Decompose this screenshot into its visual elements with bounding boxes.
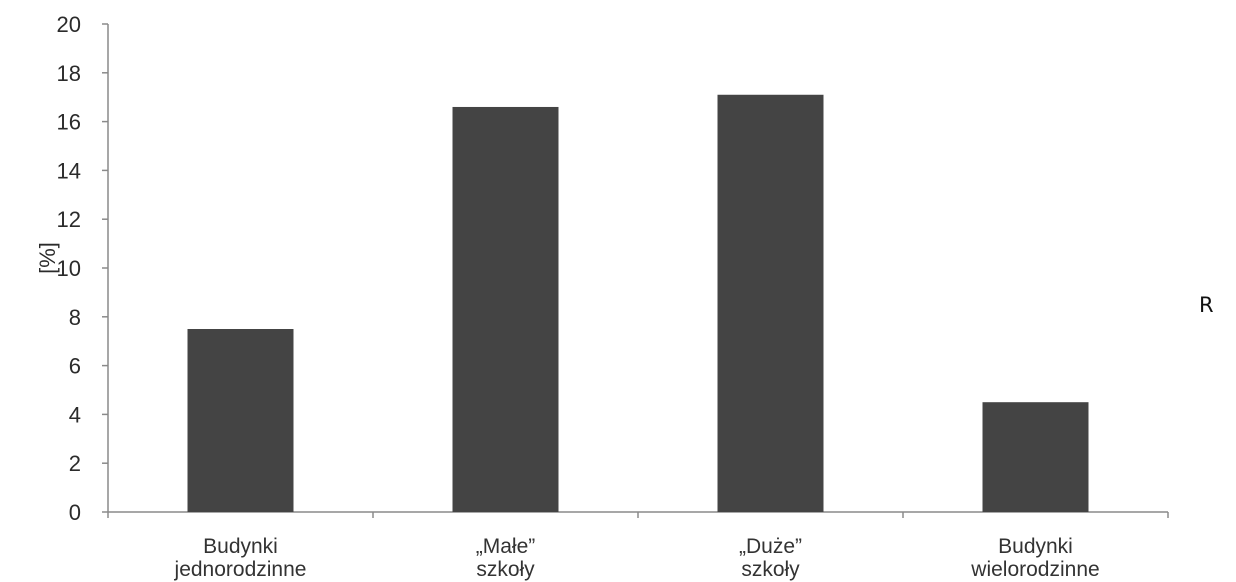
category-label: Budynki jednorodzinne <box>174 535 307 581</box>
bar <box>717 94 824 512</box>
y-tick-label: 4 <box>69 402 81 427</box>
y-tick-label: 8 <box>69 305 81 330</box>
y-tick-label: 0 <box>69 500 81 525</box>
category-label-line: Budynki <box>998 535 1073 558</box>
category-label: Budynki wielorodzinne <box>970 535 1099 581</box>
y-tick-label: 2 <box>69 451 81 476</box>
y-tick-label: 12 <box>57 207 81 232</box>
bar <box>187 329 294 512</box>
category-label-line: jednorodzinne <box>174 558 307 581</box>
category-label-line: Budynki <box>203 535 278 558</box>
category-label-line: „Małe” <box>476 535 536 558</box>
y-tick-label: 10 <box>57 256 81 281</box>
category-label-line: szkoły <box>476 558 535 581</box>
category-label: „Małe” szkoły <box>476 535 536 581</box>
y-tick-label: 16 <box>57 110 81 135</box>
y-tick-label: 20 <box>57 12 81 37</box>
category-label: „Duże” szkoły <box>739 535 802 581</box>
bars <box>187 94 1089 513</box>
category-label-line: szkoły <box>741 558 800 581</box>
y-tick-label: 18 <box>57 61 81 86</box>
category-label-line: wielorodzinne <box>970 558 1099 581</box>
y-tick-label: 14 <box>57 158 81 183</box>
bar <box>452 106 559 513</box>
category-label-line: „Duże” <box>739 535 802 558</box>
category-labels: Budynki jednorodzinne„Małe” szkoły„Duże” sz… <box>174 535 1100 581</box>
bar <box>982 402 1089 512</box>
y-tick-label: 6 <box>69 354 81 379</box>
y-axis: 0 2 4 6 8 10 12 14 16 18 20 <box>57 12 109 525</box>
y-axis-title: [%] <box>35 242 60 274</box>
x-axis <box>107 511 1169 518</box>
side-label: R <box>1199 293 1214 317</box>
